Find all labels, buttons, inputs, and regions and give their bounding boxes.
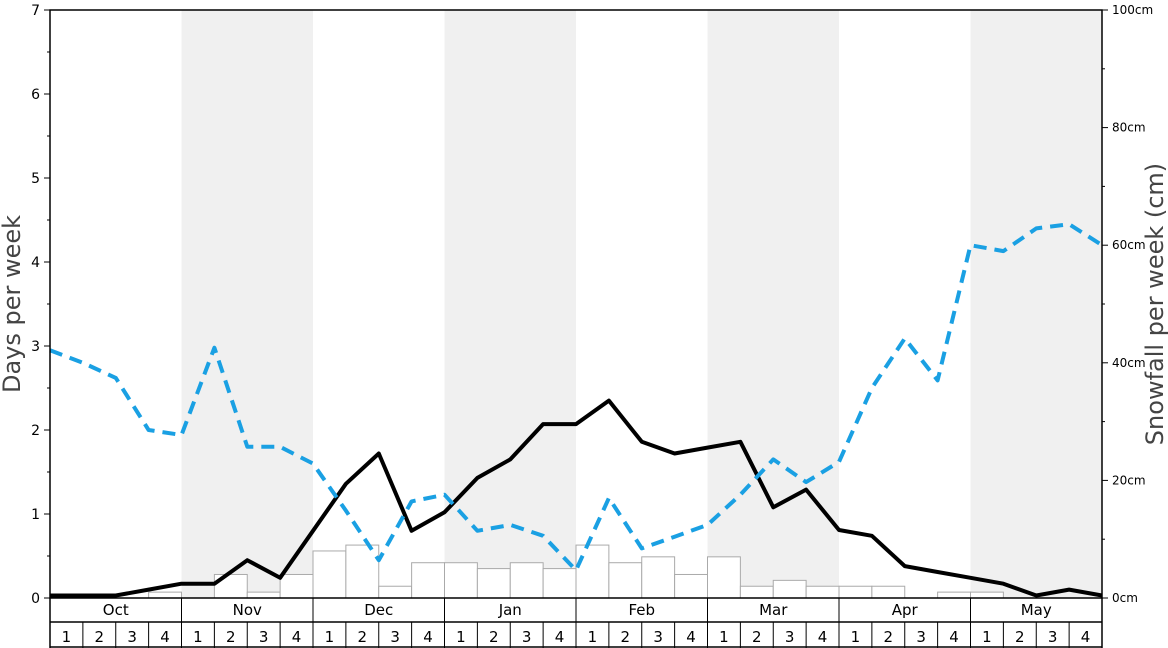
snowfall-bar <box>937 591 971 599</box>
month-band-jan <box>444 10 576 598</box>
series-line-dashed <box>49 222 1104 573</box>
week-label: 3 <box>916 628 926 646</box>
right-tick-label: 0cm <box>1112 591 1138 605</box>
snowfall-bar <box>707 556 741 599</box>
left-tick-label: 4 <box>31 255 40 271</box>
week-label: 2 <box>95 628 105 646</box>
week-label: 2 <box>1015 628 1025 646</box>
left-tick-label: 2 <box>31 423 40 439</box>
week-label: 2 <box>489 628 499 646</box>
left-tick-label: 1 <box>31 507 40 523</box>
snowfall-bar <box>641 556 676 599</box>
week-label: 1 <box>851 628 861 646</box>
right-axis-title: Snowfall per week (cm) <box>1141 163 1168 445</box>
week-label: 1 <box>456 628 466 646</box>
snowfall-bar <box>312 550 347 599</box>
left-axis: 0 1 2 3 4 5 6 7 <box>31 3 50 607</box>
week-label: 3 <box>785 628 795 646</box>
left-tick-label: 3 <box>31 339 40 355</box>
snowfall-bar <box>871 585 906 599</box>
week-label: 3 <box>127 628 137 646</box>
week-label: 4 <box>423 628 433 646</box>
month-band-may <box>970 10 1102 598</box>
snowfall-bar <box>509 562 544 599</box>
month-label: Apr <box>892 601 919 619</box>
snowfall-bar <box>805 585 840 599</box>
left-tick-label: 5 <box>31 171 40 187</box>
week-label: 4 <box>818 628 828 646</box>
week-label: 2 <box>752 628 762 646</box>
left-tick-label: 6 <box>31 87 40 103</box>
week-label: 3 <box>653 628 663 646</box>
month-bands <box>181 10 1102 598</box>
snowfall-bar <box>772 579 807 599</box>
snowfall-bar <box>378 585 413 599</box>
snowfall-bar <box>345 544 380 599</box>
snowfall-bar <box>674 573 708 599</box>
month-label: May <box>1021 601 1052 619</box>
left-tick-label: 7 <box>31 3 40 19</box>
right-tick-label: 100cm <box>1112 3 1153 17</box>
week-label: 4 <box>292 628 302 646</box>
right-axis: 0cm 20cm 40cm 60cm 80cm 100cm <box>1102 3 1153 605</box>
snowfall-bar <box>411 562 445 599</box>
week-label: 1 <box>719 628 729 646</box>
month-label: Oct <box>103 601 129 619</box>
snowfall-bar <box>444 562 478 599</box>
right-tick-label: 40cm <box>1112 356 1146 370</box>
month-label: Jan <box>498 601 522 619</box>
right-tick-label: 60cm <box>1112 238 1146 252</box>
series-line-solid <box>50 398 1103 598</box>
month-band-nov <box>181 10 313 598</box>
week-label: 3 <box>390 628 400 646</box>
month-band-mar <box>707 10 839 598</box>
week-label: 2 <box>621 628 631 646</box>
snowfall-bar <box>970 591 1004 599</box>
week-label: 4 <box>1081 628 1091 646</box>
week-label: 4 <box>160 628 170 646</box>
month-label: Dec <box>364 601 393 619</box>
snowfall-bar <box>476 568 511 599</box>
left-axis-title: Days per week <box>0 215 26 393</box>
week-label: 2 <box>884 628 894 646</box>
week-label: 2 <box>226 628 236 646</box>
right-tick-label: 80cm <box>1112 121 1146 135</box>
week-label: 1 <box>62 628 72 646</box>
snowfall-bars <box>148 544 1004 599</box>
week-label: 3 <box>1048 628 1058 646</box>
week-label: 3 <box>259 628 269 646</box>
snowfall-bar <box>148 591 182 599</box>
week-label: 3 <box>522 628 532 646</box>
snowfall-bar <box>608 562 643 599</box>
month-label: Mar <box>759 601 788 619</box>
snowfall-bar <box>575 544 610 599</box>
week-label: 1 <box>193 628 203 646</box>
snowfall-bar <box>838 585 873 599</box>
snowfall-bar <box>542 568 577 599</box>
week-label: 4 <box>555 628 565 646</box>
week-label: 1 <box>982 628 992 646</box>
right-tick-label: 20cm <box>1112 473 1146 487</box>
snowfall-bar <box>739 585 774 599</box>
month-label: Feb <box>628 601 655 619</box>
week-label: 4 <box>949 628 959 646</box>
month-label: Nov <box>233 601 262 619</box>
snowfall-bar <box>246 591 281 599</box>
left-tick-label: 0 <box>31 591 40 607</box>
week-label: 4 <box>686 628 696 646</box>
week-label: 1 <box>325 628 335 646</box>
x-axis: Oct 1 2 3 4 Nov 1 2 3 4 Dec 1 2 3 4 Jan 1 2 3 4 Feb 1 2 3 4 Mar 1 2… <box>49 598 1103 648</box>
snowfall-bar <box>279 573 314 599</box>
week-label: 1 <box>588 628 598 646</box>
week-label: 2 <box>358 628 368 646</box>
series-lines <box>49 222 1104 598</box>
